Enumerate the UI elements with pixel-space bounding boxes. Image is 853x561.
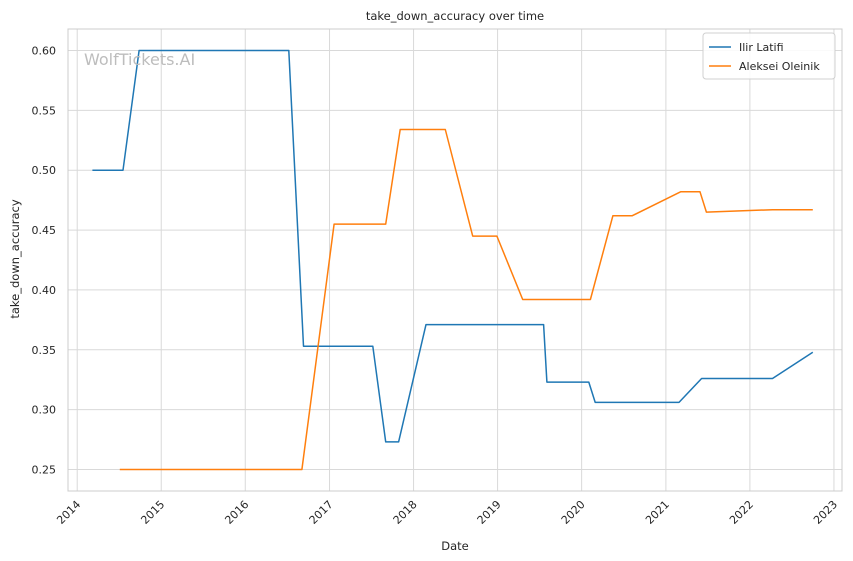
grid (68, 29, 842, 491)
x-tick-label: 2016 (222, 498, 251, 527)
chart-title: take_down_accuracy over time (366, 9, 544, 23)
y-tick-label: 0.50 (32, 164, 57, 177)
series-line-aleksei-oleinik (119, 128, 813, 471)
y-tick-label: 0.55 (32, 104, 57, 117)
x-tick-label: 2022 (727, 498, 756, 527)
x-axis-label: Date (441, 539, 469, 553)
x-tick-label: 2015 (138, 498, 167, 527)
legend: Ilir Latifi Aleksei Oleinik (702, 32, 836, 80)
y-tick-label: 0.45 (32, 224, 57, 237)
y-tick-label: 0.25 (32, 463, 57, 476)
y-tick-label: 0.60 (32, 45, 57, 58)
series-layer (92, 49, 814, 471)
series-line-ilir-latifi (92, 49, 814, 443)
x-tick-label: 2019 (475, 498, 504, 527)
x-tick-label: 2018 (391, 498, 420, 527)
y-tick-label: 0.35 (32, 344, 57, 357)
watermark: WolfTickets.AI (84, 50, 195, 69)
y-tick-label: 0.30 (32, 404, 57, 417)
legend-label: Aleksei Oleinik (739, 60, 820, 73)
x-tick-label: 2020 (559, 498, 588, 527)
y-tick-label: 0.40 (32, 284, 57, 297)
axes: 0.25 0.30 0.35 0.40 0.45 0.50 0.55 0.60 2014 2015… (32, 28, 843, 527)
x-tick-label: 2014 (54, 498, 83, 527)
x-tick-label: 2017 (307, 498, 336, 527)
legend-box (702, 32, 836, 80)
plot-frame (67, 28, 843, 492)
x-tick-label: 2021 (643, 498, 672, 527)
x-tick-label: 2023 (811, 498, 840, 527)
legend-label: Ilir Latifi (739, 41, 784, 54)
y-axis-label: take_down_accuracy (8, 199, 22, 318)
